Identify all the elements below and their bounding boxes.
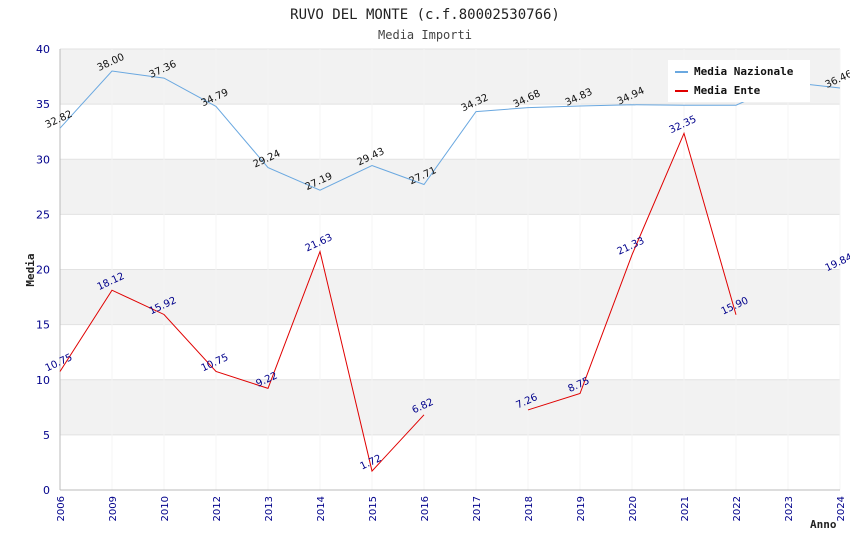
x-tick-label: 2012 [212, 496, 223, 521]
x-tick-label: 2006 [56, 496, 67, 521]
data-label-media-ente: 21.63 [304, 232, 335, 254]
x-tick-label: 2016 [420, 496, 431, 521]
y-tick-label: 20 [36, 264, 50, 277]
x-axis-label: Anno [810, 518, 837, 531]
chart-subtitle: Media Importi [378, 28, 472, 42]
grid-band [60, 159, 840, 215]
series-line-media-ente [527, 131, 737, 411]
y-tick-label: 15 [36, 319, 50, 332]
y-tick-label: 30 [36, 153, 50, 166]
grid-band [60, 269, 840, 325]
x-tick-label: 2009 [108, 496, 119, 521]
y-axis-label: Media [24, 253, 37, 286]
y-tick-label: 0 [43, 484, 50, 497]
grid-band [60, 379, 840, 435]
x-tick-label: 2013 [264, 496, 275, 521]
y-tick-label: 10 [36, 374, 50, 387]
data-label-media-nazionale: 32.82 [44, 109, 75, 131]
x-tick-label: 2021 [680, 496, 691, 521]
y-tick-label: 35 [36, 98, 50, 111]
legend-label-media-ente: Media Ente [694, 84, 761, 97]
data-label-media-ente: 21.33 [616, 236, 647, 258]
x-tick-label: 2022 [732, 496, 743, 521]
data-label-media-ente: 32.35 [668, 114, 699, 136]
x-tick-label: 2019 [576, 496, 587, 521]
x-tick-label: 2010 [160, 496, 171, 521]
x-tick-label: 2015 [368, 496, 379, 521]
y-tick-label: 40 [36, 43, 50, 56]
x-tick-label: 2024 [836, 496, 847, 521]
legend: Media Nazionale Media Ente [668, 60, 810, 102]
data-label-media-ente: 10.75 [44, 352, 75, 374]
series-line-media-ente [59, 249, 425, 473]
legend-label-media-nazionale: Media Nazionale [694, 65, 794, 78]
x-tick-label: 2018 [524, 496, 535, 521]
x-tick-label: 2023 [784, 496, 795, 521]
data-label-media-ente: 1.72 [359, 453, 384, 472]
legend-box [668, 60, 810, 102]
x-tick-label: 2020 [628, 496, 639, 521]
series-line-media-nazionale [59, 70, 841, 191]
chart-title: RUVO DEL MONTE (c.f.80002530766) [290, 7, 560, 23]
y-tick-label: 5 [43, 429, 50, 442]
x-tick-label: 2014 [316, 496, 327, 521]
x-tick-label: 2017 [472, 496, 483, 521]
y-tick-label: 25 [36, 208, 50, 221]
